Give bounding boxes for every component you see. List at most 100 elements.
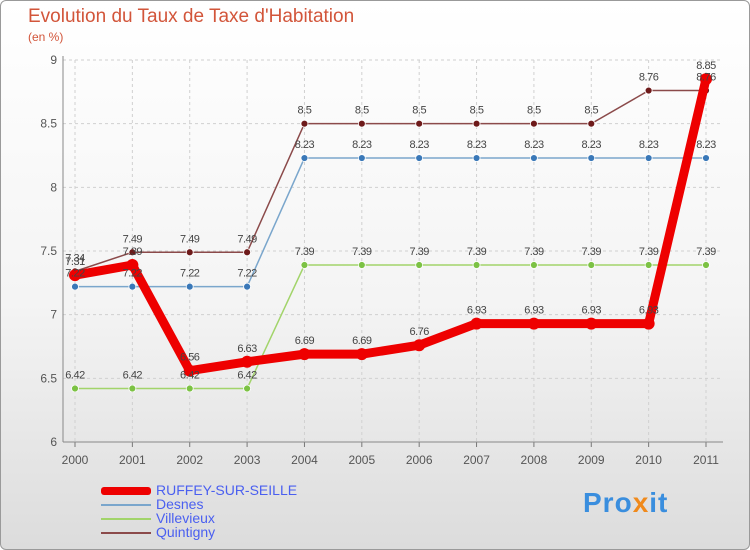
data-point-ruffey-sur-seille: [298, 348, 311, 361]
x-tick-label: 2005: [348, 453, 375, 467]
data-label-villevieux: 6.42: [65, 370, 85, 382]
data-label-desnes: 7.22: [123, 268, 143, 280]
data-label-villevieux: 7.39: [696, 246, 716, 258]
data-label-quintigny: 8.76: [639, 72, 659, 84]
data-label-quintigny: 8.5: [355, 105, 369, 117]
data-label-villevieux: 7.39: [467, 246, 487, 258]
y-tick-label: 7.5: [40, 244, 57, 258]
data-point-ruffey-sur-seille: [183, 364, 196, 377]
data-point-ruffey-sur-seille: [470, 317, 483, 330]
data-point-villevieux: [357, 261, 366, 269]
y-tick-label: 8: [50, 180, 57, 194]
data-label-desnes: 8.23: [352, 139, 372, 151]
data-point-ruffey-sur-seille: [642, 317, 655, 330]
data-label-quintigny: 8.76: [696, 72, 716, 84]
y-tick-label: 9: [50, 53, 57, 67]
data-label-desnes: 7.22: [180, 268, 200, 280]
data-point-villevieux: [71, 384, 79, 393]
data-label-ruffey-sur-seille: 6.56: [180, 352, 200, 364]
data-label-desnes: 8.23: [639, 139, 659, 151]
data-point-villevieux: [243, 384, 251, 393]
data-point-desnes: [587, 154, 596, 162]
x-tick-label: 2004: [291, 453, 318, 467]
data-label-desnes: 8.23: [524, 139, 544, 151]
data-label-quintigny: 7.49: [123, 233, 143, 245]
chart-title: Evolution du Taux de Taxe d'Habitation: [28, 6, 355, 27]
data-label-ruffey-sur-seille: 6.93: [639, 305, 659, 317]
data-label-ruffey-sur-seille: 6.93: [467, 305, 487, 317]
data-point-quintigny: [644, 86, 653, 95]
data-point-quintigny: [300, 119, 309, 128]
data-point-ruffey-sur-seille: [700, 73, 712, 86]
data-label-desnes: 8.23: [467, 139, 487, 151]
logo-part-pro: Pro: [583, 487, 633, 518]
data-label-desnes: 8.23: [295, 139, 315, 151]
data-point-villevieux: [300, 261, 309, 269]
data-point-quintigny: [472, 119, 481, 128]
data-label-quintigny: 8.5: [412, 105, 426, 117]
data-label-villevieux: 6.42: [237, 370, 257, 382]
proxiti-logo: Proxit: [583, 487, 668, 519]
data-label-quintigny: 8.5: [584, 105, 598, 117]
data-label-desnes: 8.23: [409, 139, 429, 151]
data-point-ruffey-sur-seille: [241, 355, 254, 368]
data-point-ruffey-sur-seille: [69, 269, 81, 282]
y-tick-label: 7: [50, 308, 57, 322]
x-tick-label: 2003: [234, 453, 261, 467]
x-tick-label: 2010: [635, 453, 662, 467]
data-label-villevieux: 7.39: [409, 246, 429, 258]
data-point-desnes: [644, 154, 653, 162]
x-tick-label: 2011: [693, 453, 719, 467]
x-tick-label: 2000: [62, 453, 89, 467]
y-tick-label: 8.5: [40, 117, 57, 131]
data-label-villevieux: 7.39: [582, 246, 602, 258]
data-label-quintigny: 8.5: [298, 105, 312, 117]
x-tick-label: 2008: [521, 453, 548, 467]
data-point-desnes: [300, 154, 309, 162]
data-point-desnes: [357, 154, 366, 162]
legend-label-quintigny: Quintigny: [156, 524, 216, 540]
series-group: [69, 73, 712, 393]
legend-swatch-desnes: [101, 504, 151, 506]
data-point-villevieux: [587, 261, 596, 269]
data-point-villevieux: [702, 261, 710, 269]
legend-swatch-villevieux: [101, 518, 151, 520]
grid: [63, 59, 723, 442]
data-point-ruffey-sur-seille: [585, 317, 598, 330]
data-point-quintigny: [587, 119, 596, 128]
data-point-villevieux: [185, 384, 194, 393]
data-point-desnes: [128, 282, 137, 291]
y-tick-label: 6: [50, 435, 57, 449]
data-point-villevieux: [128, 384, 137, 393]
data-point-desnes: [243, 282, 251, 291]
data-label-desnes: 8.23: [696, 139, 716, 151]
data-point-quintigny: [243, 248, 251, 257]
data-point-ruffey-sur-seille: [126, 259, 139, 272]
data-point-desnes: [530, 154, 538, 162]
data-label-ruffey-sur-seille: 6.63: [237, 343, 257, 355]
legend-label-villevieux: Villevieux: [156, 510, 215, 526]
data-point-quintigny: [530, 119, 538, 128]
series-line-ruffey-sur-seille: [70, 74, 711, 376]
data-label-villevieux: 7.39: [295, 246, 315, 258]
data-label-ruffey-sur-seille: 6.93: [524, 305, 544, 317]
data-point-desnes: [185, 282, 194, 291]
data-point-desnes: [472, 154, 481, 162]
data-label-ruffey-sur-seille: 6.69: [352, 335, 372, 347]
y-tick-label: 6.5: [40, 371, 57, 385]
data-labels-group: 7.347.49 7.49 7.498.5 8.5 8.5 8.5 8.5 8.58.76 8.…: [65, 60, 716, 381]
data-point-ruffey-sur-seille: [413, 339, 426, 352]
data-label-villevieux: 7.39: [352, 246, 372, 258]
series-line-quintigny: [74, 89, 706, 273]
data-point-villevieux: [472, 261, 481, 269]
data-label-villevieux: 7.39: [524, 246, 544, 258]
data-point-quintigny: [185, 248, 194, 257]
data-point-villevieux: [530, 261, 538, 269]
data-label-quintigny: 8.5: [470, 105, 484, 117]
data-point-desnes: [702, 154, 710, 162]
data-point-quintigny: [128, 248, 137, 257]
axes: 6 6.5 7 7.5 8 8.5 9 2000 2001 2002 2003 2004 2005 200…: [40, 53, 723, 467]
data-label-villevieux: 7.39: [639, 246, 659, 258]
